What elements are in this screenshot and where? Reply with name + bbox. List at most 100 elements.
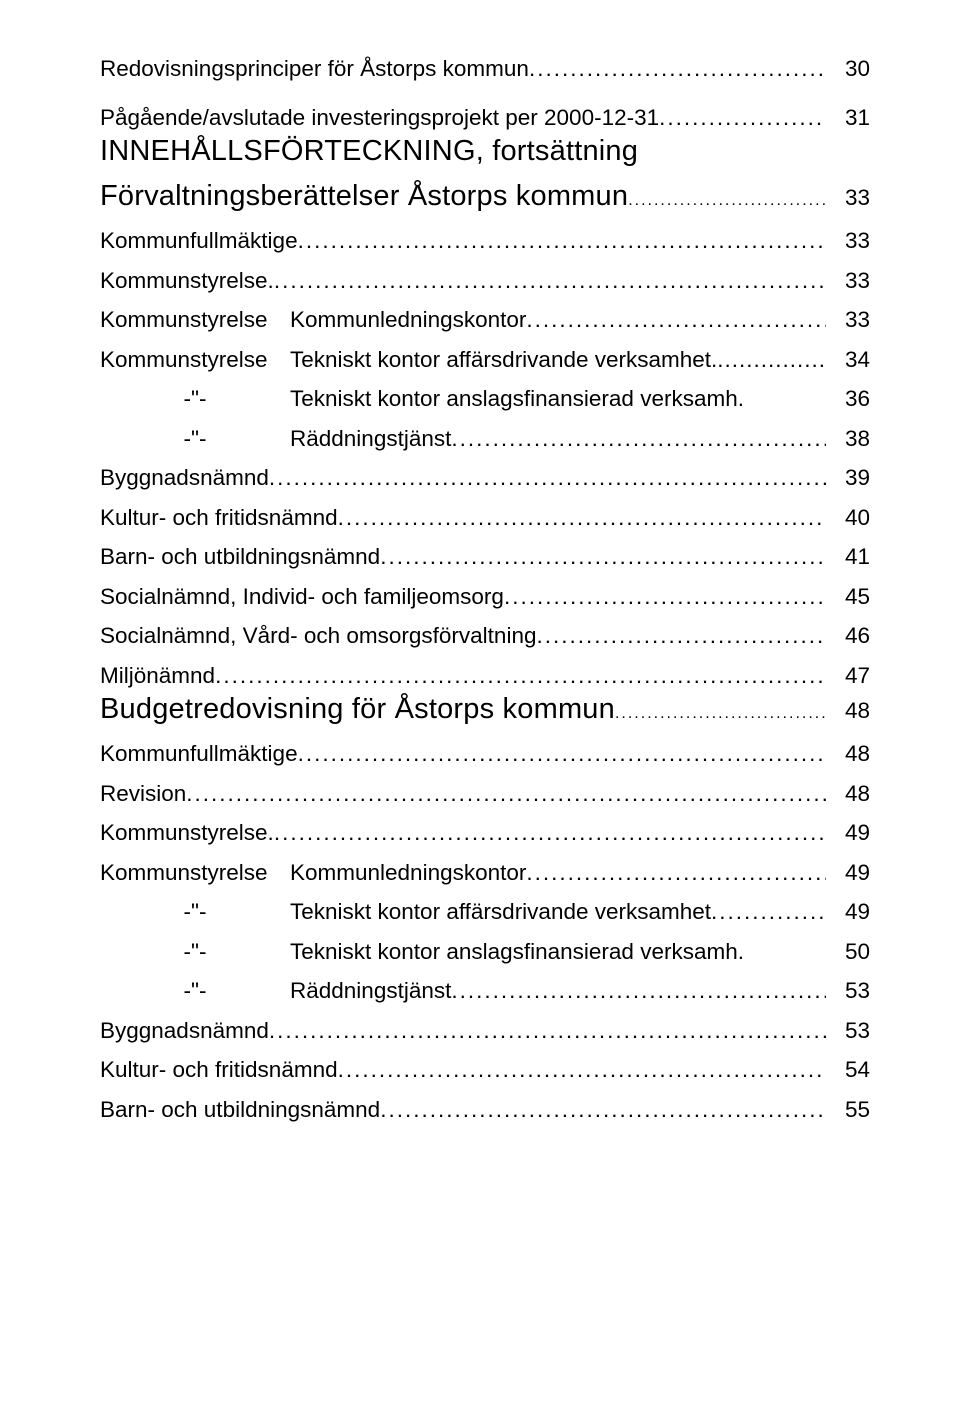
toc-two-col-left: KommunstyrelseTekniskt kontor affärsdriv… [100, 349, 717, 372]
toc-label: Socialnämnd, Vård- och omsorgsförvaltnin… [100, 625, 536, 648]
toc-leader [711, 901, 826, 924]
toc-col-b: Tekniskt kontor affärsdrivande verksamhe… [290, 347, 717, 372]
document-page: Redovisningsprinciper för Åstorps kommun… [0, 0, 960, 1420]
toc-two-col-left: -"-Räddningstjänst [100, 428, 451, 451]
toc-page-number: 53 [826, 1020, 870, 1043]
toc-col-b: Kommunledningskontor [290, 307, 526, 332]
toc-leader [717, 349, 826, 372]
toc-label: Kommunfullmäktige [100, 230, 298, 253]
toc-label: Revision [100, 783, 186, 806]
toc-continuation-heading: INNEHÅLLSFÖRTECKNING, fortsättning [100, 135, 870, 168]
toc-entry: Miljönämnd 47 [100, 665, 870, 688]
toc-label: Kommunstyrelse. [100, 270, 274, 293]
toc-leader [451, 980, 826, 1003]
toc-leader [615, 705, 826, 723]
toc-entry: Redovisningsprinciper för Åstorps kommun… [100, 58, 870, 81]
toc-leader [526, 309, 826, 332]
toc-col-a: Kommunstyrelse [100, 309, 290, 332]
toc-entry: KommunstyrelseKommunledningskontor 33 [100, 309, 870, 332]
toc-entry: Socialnämnd, Individ- och familjeomsorg … [100, 586, 870, 609]
toc-leader [628, 192, 826, 210]
toc-two-col-left: -"-Tekniskt kontor affärsdrivande verksa… [100, 901, 711, 924]
toc-label: Barn- och utbildningsnämnd [100, 1099, 380, 1122]
toc-leader [269, 1020, 826, 1043]
ditto-mark-icon: -"- [100, 901, 290, 924]
toc-leader [536, 625, 826, 648]
toc-label: Kommunstyrelse. [100, 822, 274, 845]
toc-page-number: 49 [826, 901, 870, 924]
toc-section-label: Budgetredovisning för Åstorps kommun [100, 693, 615, 726]
toc-leader [380, 546, 826, 569]
toc-section: Förvaltningsberättelser Åstorps kommun 3… [100, 180, 870, 213]
toc-leader [298, 743, 826, 766]
toc-page-number: 40 [826, 507, 870, 530]
toc-leader [215, 665, 826, 688]
toc-page-number: 39 [826, 467, 870, 490]
toc-leader [504, 586, 826, 609]
toc-page-number: 33 [826, 230, 870, 253]
toc-col-b: Tekniskt kontor anslagsfinansierad verks… [290, 386, 744, 411]
ditto-mark-icon: -"- [100, 980, 290, 1003]
toc-two-col-left: KommunstyrelseKommunledningskontor [100, 309, 526, 332]
toc-entry: KommunstyrelseKommunledningskontor 49 [100, 862, 870, 885]
toc-entry: Kommunstyrelse. 33 [100, 270, 870, 293]
toc-leader [274, 270, 826, 293]
toc-page-number: 48 [826, 783, 870, 806]
toc-page-number: 31 [826, 107, 870, 130]
toc-entry: Kommunfullmäktige 48 [100, 743, 870, 766]
toc-entry: Kultur- och fritidsnämnd 54 [100, 1059, 870, 1082]
toc-page-number: 34 [826, 349, 870, 372]
toc-col-a: Kommunstyrelse [100, 349, 290, 372]
toc-leader [186, 783, 826, 806]
toc-page-number: 33 [826, 270, 870, 293]
toc-entry: Barn- och utbildningsnämnd 41 [100, 546, 870, 569]
toc-page-number: 46 [826, 625, 870, 648]
toc-entry: -"-Tekniskt kontor affärsdrivande verksa… [100, 901, 870, 924]
toc-col-b: Räddningstjänst [290, 426, 451, 451]
toc-label: Kommunfullmäktige [100, 743, 298, 766]
toc-entry: KommunstyrelseTekniskt kontor affärsdriv… [100, 349, 870, 372]
toc-entry: Kultur- och fritidsnämnd 40 [100, 507, 870, 530]
toc-two-col-left: KommunstyrelseKommunledningskontor [100, 862, 526, 885]
toc-leader [526, 862, 826, 885]
toc-label: Byggnadsnämnd [100, 1020, 269, 1043]
toc-page-number: 30 [826, 58, 870, 81]
toc-leader [659, 107, 826, 130]
toc-col-b: Räddningstjänst [290, 978, 451, 1003]
toc-entry: Barn- och utbildningsnämnd 55 [100, 1099, 870, 1122]
toc-page-number: 33 [826, 309, 870, 332]
toc-leader [298, 230, 826, 253]
toc-two-col-left: -"-Räddningstjänst [100, 980, 451, 1003]
toc-page-number: 54 [826, 1059, 870, 1082]
toc-leader [269, 467, 826, 490]
toc-two-col-left: -"-Tekniskt kontor anslagsfinansierad ve… [100, 388, 744, 411]
toc-page-number: 49 [826, 862, 870, 885]
toc-entry: Revision 48 [100, 783, 870, 806]
toc-page-number: 47 [826, 665, 870, 688]
toc-entry: -"-Räddningstjänst 38 [100, 428, 870, 451]
toc-two-col-left: -"-Tekniskt kontor anslagsfinansierad ve… [100, 941, 744, 964]
toc-entry: -"-Tekniskt kontor anslagsfinansierad ve… [100, 388, 870, 411]
toc-label: Byggnadsnämnd [100, 467, 269, 490]
toc-entry: Kommunstyrelse. 49 [100, 822, 870, 845]
toc-label: Pågående/avslutade investeringsprojekt p… [100, 107, 659, 130]
toc-page-number: 55 [826, 1099, 870, 1122]
ditto-mark-icon: -"- [100, 388, 290, 411]
toc-leader [529, 58, 826, 81]
toc-col-a: Kommunstyrelse [100, 862, 290, 885]
toc-page-number: 41 [826, 546, 870, 569]
toc-page-number: 36 [826, 388, 870, 411]
toc-col-b: Tekniskt kontor anslagsfinansierad verks… [290, 939, 744, 964]
toc-leader [274, 822, 826, 845]
toc-label: Kultur- och fritidsnämnd [100, 1059, 338, 1082]
toc-entry: Socialnämnd, Vård- och omsorgsförvaltnin… [100, 625, 870, 648]
toc-leader [451, 428, 826, 451]
toc-section-label: Förvaltningsberättelser Åstorps kommun [100, 180, 628, 213]
toc-entry: Byggnadsnämnd 39 [100, 467, 870, 490]
ditto-mark-icon: -"- [100, 941, 290, 964]
toc-entry: Byggnadsnämnd 53 [100, 1020, 870, 1043]
toc-leader [338, 1059, 826, 1082]
toc-col-b: Tekniskt kontor affärsdrivande verksamhe… [290, 899, 711, 924]
toc-label: Kultur- och fritidsnämnd [100, 507, 338, 530]
toc-page-number: 45 [826, 586, 870, 609]
